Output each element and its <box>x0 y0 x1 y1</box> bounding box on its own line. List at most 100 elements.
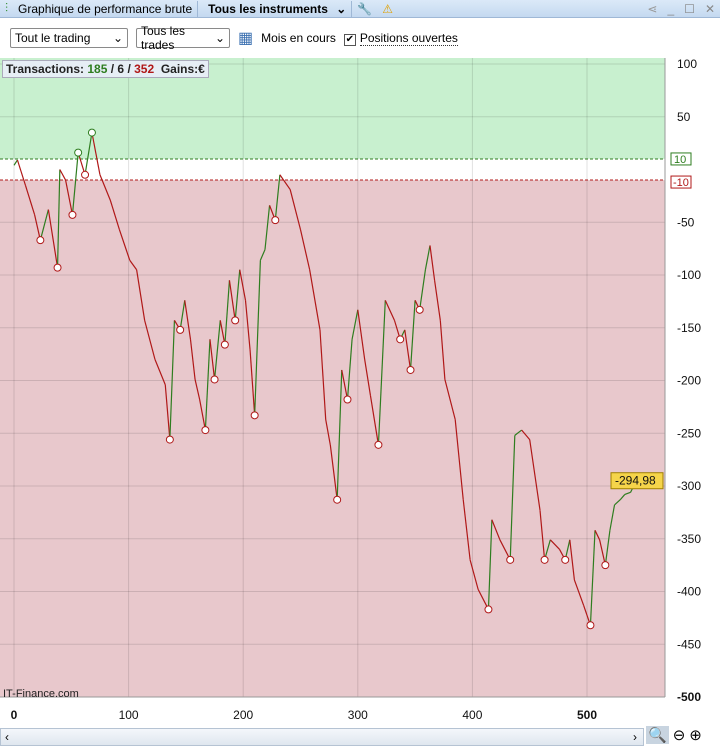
equity-segment <box>64 179 74 215</box>
low-marker <box>210 375 219 384</box>
equity-segment <box>424 245 431 270</box>
equity-segment <box>351 309 359 340</box>
wrench-icon[interactable]: 🔧 <box>357 1 373 16</box>
low-marker <box>220 340 229 349</box>
period-value: Tout le trading <box>15 31 91 45</box>
low-marker <box>250 411 259 420</box>
equity-segment <box>604 530 611 566</box>
equity-segment <box>299 229 311 270</box>
upper-threshold-label: 10 <box>674 154 686 166</box>
neutral-count: 6 <box>117 62 125 76</box>
equity-segment <box>514 429 523 436</box>
chevron-down-icon: ⌄ <box>112 31 123 45</box>
trades-select[interactable]: Tous les trades ⌄ <box>136 24 230 52</box>
maximize-icon[interactable]: ☐ <box>684 1 695 16</box>
equity-segment <box>529 439 541 511</box>
close-icon[interactable]: ✕ <box>704 1 715 16</box>
equity-segment <box>213 320 221 380</box>
y-tick-label: -450 <box>677 637 701 651</box>
equity-segment <box>599 539 606 566</box>
equity-segment <box>614 499 621 506</box>
scroll-left-icon[interactable]: ‹ <box>5 730 9 744</box>
title-bar: ⫶ Graphique de performance brute Tous le… <box>0 0 720 18</box>
equity-segment <box>384 300 396 321</box>
equity-segment <box>249 349 256 416</box>
open-positions-label: Positions ouvertes <box>359 30 458 46</box>
month-label[interactable]: Mois en cours <box>261 31 336 45</box>
equity-segment <box>404 329 412 371</box>
y-tick-label: -500 <box>677 690 701 704</box>
low-marker <box>484 605 493 614</box>
zoom-fit-icon[interactable]: 🔍 <box>646 726 669 744</box>
equity-segment <box>329 444 338 500</box>
equity-segment <box>24 185 36 216</box>
equity-segment <box>369 395 380 445</box>
equity-segment <box>91 132 101 175</box>
equity-segment <box>154 359 166 385</box>
open-positions-checkbox[interactable]: ✔ Positions ouvertes <box>343 30 458 46</box>
equity-segment <box>549 539 560 550</box>
low-marker <box>201 426 210 435</box>
equity-segment <box>184 300 192 340</box>
minimize-icon[interactable]: _ <box>667 1 675 16</box>
equity-segment <box>357 309 366 360</box>
scroll-right-icon[interactable]: › <box>633 730 637 744</box>
y-tick-label: -300 <box>677 479 701 493</box>
y-tick-label: 50 <box>677 110 691 124</box>
equity-segment <box>84 132 93 175</box>
equity-segment <box>129 259 138 271</box>
equity-segment <box>619 494 626 501</box>
horizontal-scrollbar[interactable]: ‹ › <box>0 728 644 746</box>
equity-segment <box>56 169 61 268</box>
low-marker <box>333 495 342 504</box>
equity-segment <box>13 159 18 166</box>
equity-segment <box>377 300 386 445</box>
equity-segment <box>47 209 59 268</box>
equity-segment <box>279 174 291 190</box>
instrument-dropdown[interactable]: Tous les instruments ⌄ <box>198 2 351 16</box>
equity-segment <box>16 159 27 186</box>
equity-segment <box>346 339 353 400</box>
chevron-down-icon: ⌄ <box>214 31 225 45</box>
zoom-out-icon[interactable]: ⊖ <box>672 727 686 744</box>
gains-label: Gains: <box>160 62 199 76</box>
equity-segment <box>569 539 575 580</box>
equity-segment <box>521 429 531 440</box>
currency: € <box>198 62 205 76</box>
losses-count: 352 <box>134 62 155 76</box>
zoom-in-icon[interactable]: ⊕ <box>689 727 702 744</box>
neutral-zone <box>0 158 665 181</box>
equity-segment <box>228 280 236 321</box>
y-tick-label: -400 <box>677 585 701 599</box>
y-tick-label: -100 <box>677 268 701 282</box>
equity-segment <box>609 504 616 531</box>
low-marker <box>271 216 280 225</box>
watermark: IT-Finance.com <box>3 688 79 700</box>
red-zone <box>0 180 665 698</box>
calendar-icon[interactable]: ▦ <box>238 30 254 47</box>
x-tick-label: 100 <box>119 708 139 722</box>
y-tick-label: -50 <box>677 215 695 229</box>
share-icon[interactable]: ⋖ <box>647 1 658 16</box>
equity-segment <box>194 379 201 400</box>
last-value-label: -294,98 <box>615 474 656 488</box>
low-marker <box>586 621 595 630</box>
equity-segment <box>244 300 251 350</box>
x-tick-label: 200 <box>233 708 253 722</box>
low-marker <box>415 305 424 314</box>
equity-segment <box>259 249 266 261</box>
low-marker <box>374 440 383 449</box>
equity-segment <box>144 320 156 360</box>
equity-segment <box>469 559 479 590</box>
low-marker <box>601 561 610 570</box>
toolbar: Tout le trading ⌄ Tous les trades ⌄ ▦ Mois… <box>0 19 720 57</box>
equity-segment <box>624 491 631 496</box>
low-marker <box>81 170 90 179</box>
performance-chart: 0 100 200 300 400 500 100 50 -50 -100 -150 -200 -250… <box>0 58 701 722</box>
period-select[interactable]: Tout le trading ⌄ <box>10 28 128 48</box>
lower-threshold-box <box>670 175 692 189</box>
equity-segment <box>169 320 176 440</box>
equity-segment <box>409 300 416 370</box>
warning-icon[interactable]: ⚠ <box>382 1 394 16</box>
equity-segment <box>319 329 327 420</box>
